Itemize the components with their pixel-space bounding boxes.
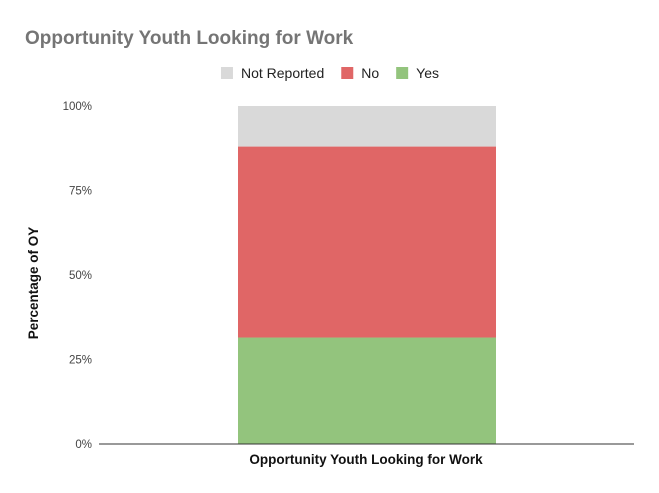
y-axis-label: Percentage of OY (26, 227, 41, 340)
bar-segment-not-reported (238, 106, 496, 147)
x-axis-label: Opportunity Youth Looking for Work (249, 452, 483, 467)
legend-swatch (396, 67, 409, 79)
bar-segment-yes (238, 337, 496, 444)
legend-swatch (220, 67, 233, 79)
legend-label: No (361, 65, 379, 81)
legend-label: Not Reported (241, 65, 324, 81)
legend-item-not-reported: Not Reported (220, 65, 324, 81)
y-axis-ticks: 0% 25% 50% 75% 100% (63, 101, 92, 451)
y-tick-label: 25% (69, 355, 92, 367)
legend-item-yes: Yes (396, 65, 439, 81)
chart-title: Opportunity Youth Looking for Work (25, 28, 354, 49)
y-tick-label: 50% (69, 270, 92, 282)
bars (238, 106, 496, 444)
legend-swatch (341, 67, 354, 79)
bar-segment-no (238, 146, 496, 338)
y-tick-label: 75% (69, 186, 92, 198)
legend: Not Reported No Yes (220, 65, 439, 81)
legend-item-no: No (341, 65, 379, 81)
y-tick-label: 0% (75, 439, 92, 451)
legend-label: Yes (416, 65, 439, 81)
y-tick-label: 100% (63, 101, 92, 113)
